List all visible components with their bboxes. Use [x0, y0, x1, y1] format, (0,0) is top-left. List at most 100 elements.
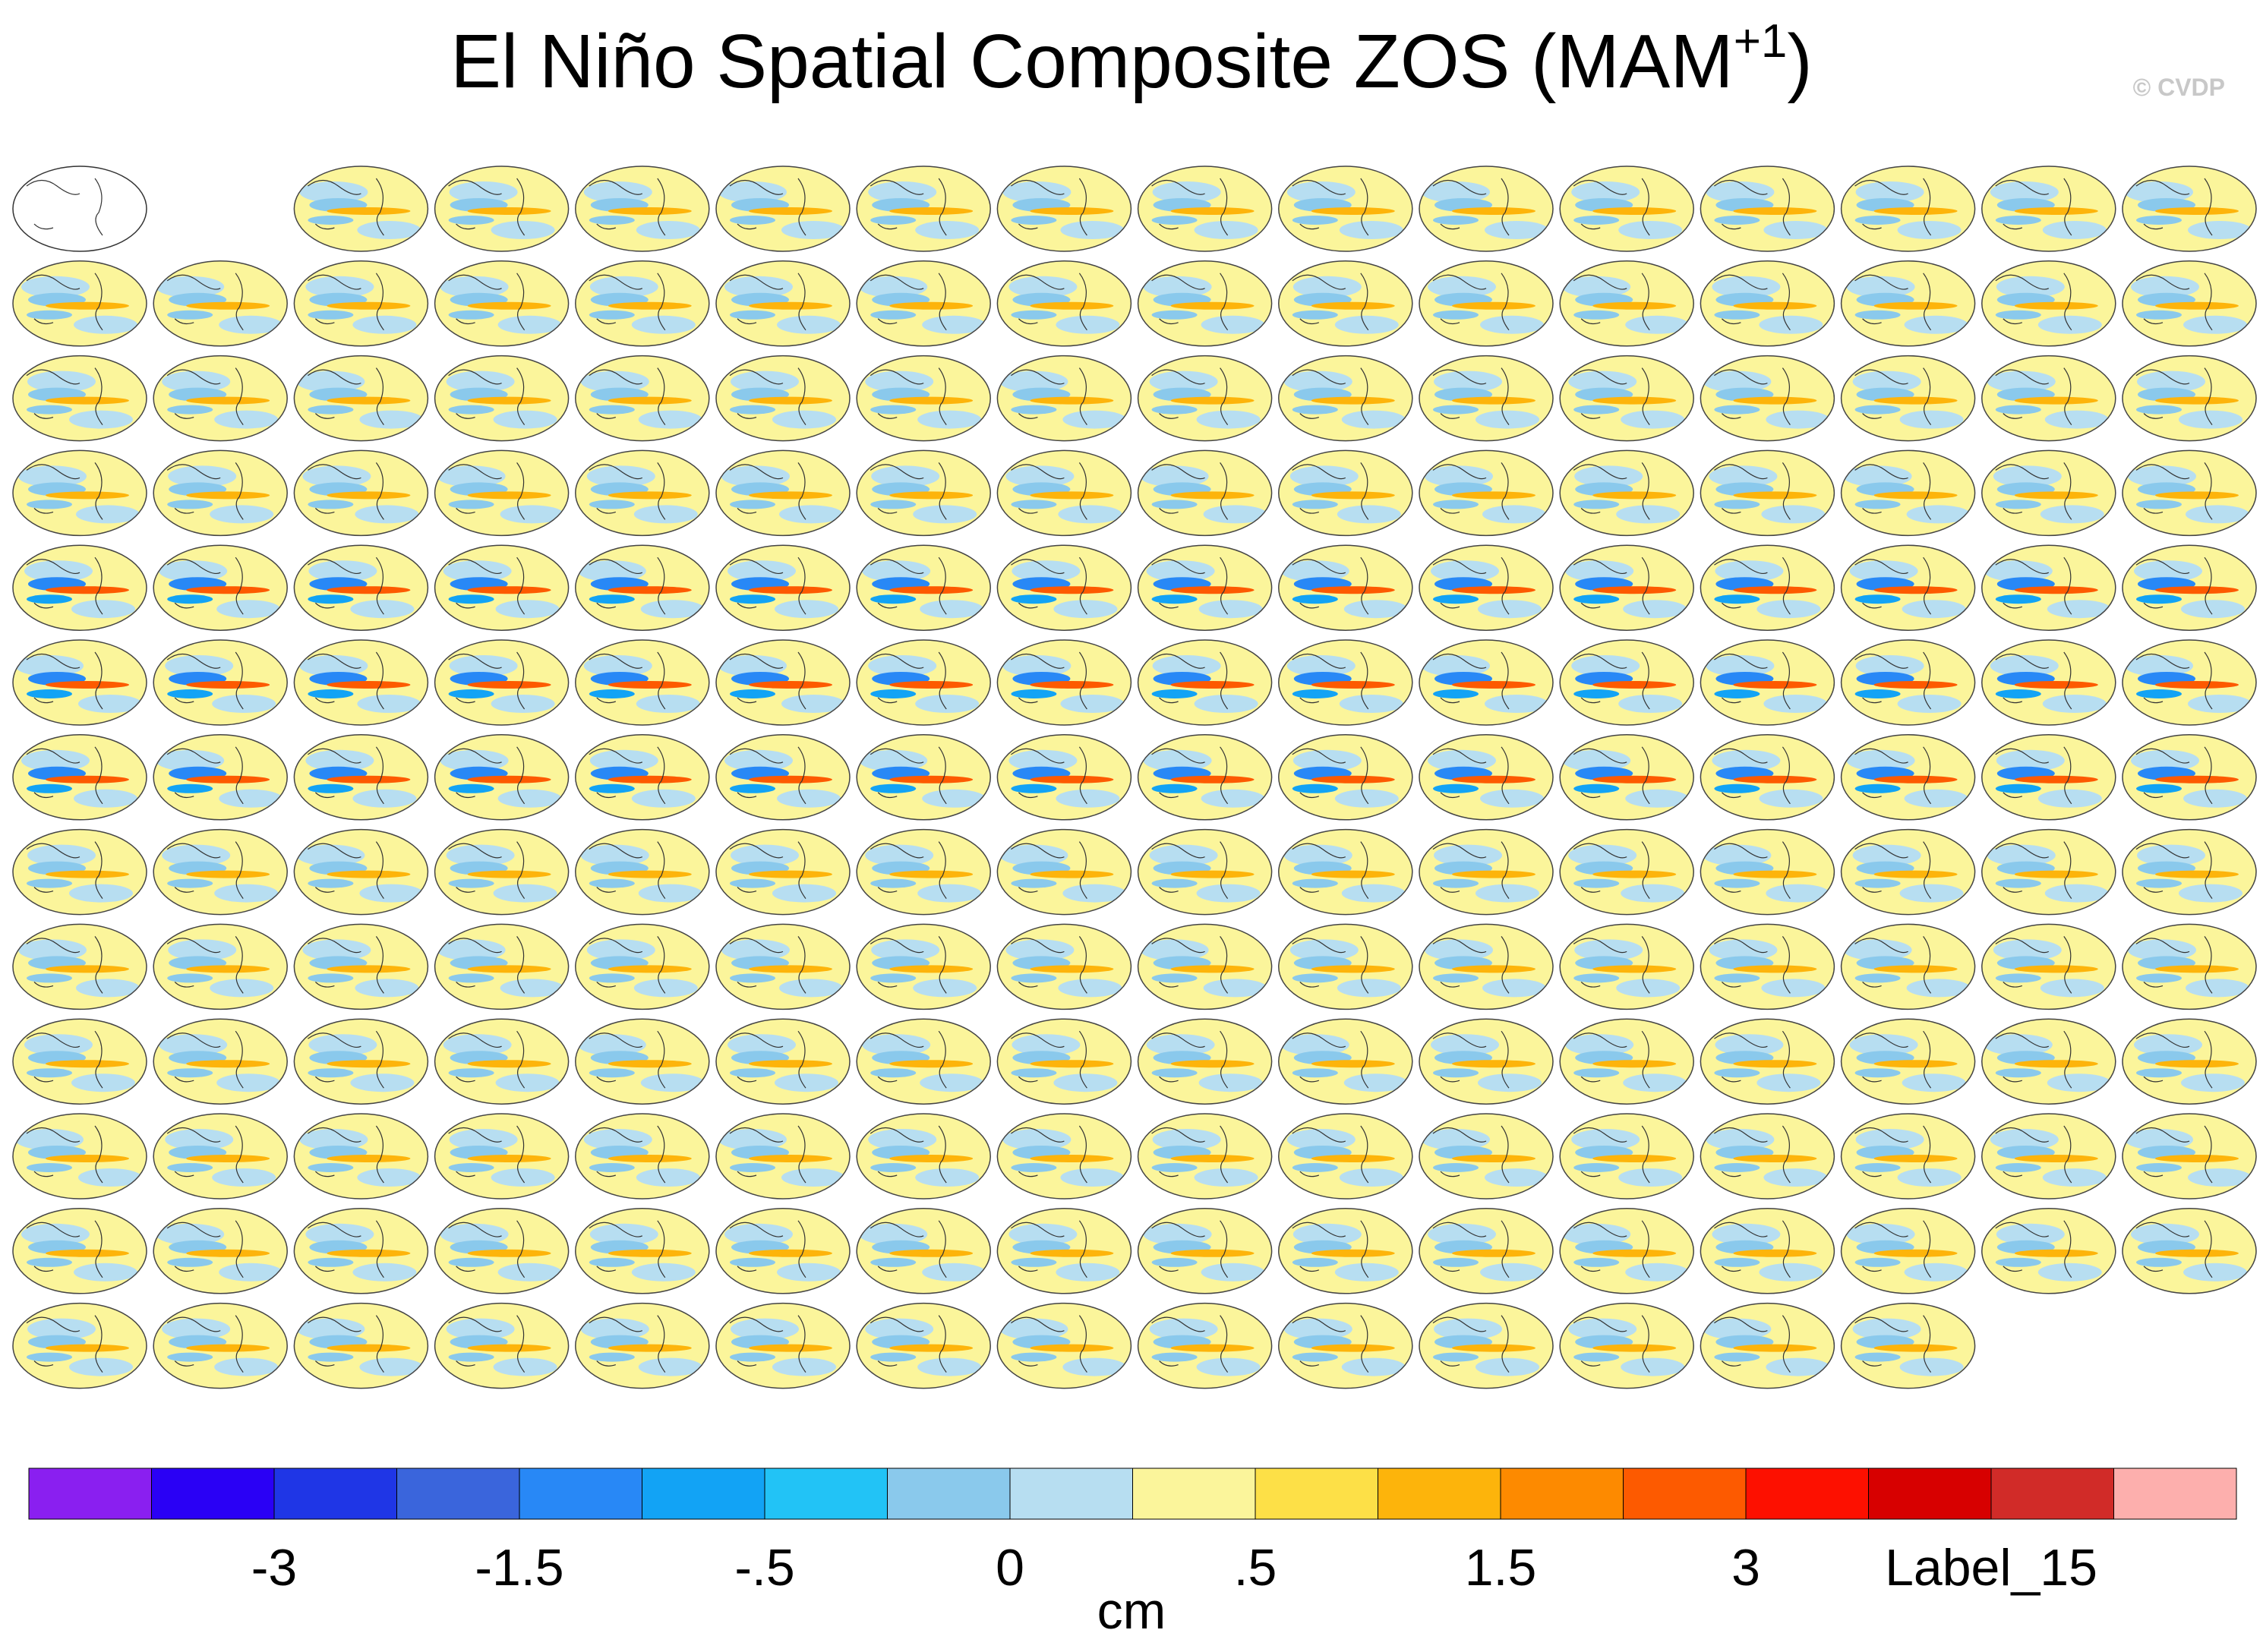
map-panel: [1559, 355, 1694, 442]
map-blob: [1452, 586, 1535, 594]
map-blob: [186, 301, 270, 310]
map-blob: [167, 1352, 213, 1362]
map-blob: [889, 965, 974, 973]
map-blob: [446, 370, 515, 393]
map-blob: [1292, 276, 1362, 298]
map-blob: [1854, 1257, 1901, 1267]
map-panel: [1137, 639, 1273, 726]
map-field: [586, 939, 698, 998]
map-blob: [1574, 939, 1643, 961]
map-field: [859, 276, 986, 334]
map-blob: [1906, 979, 1971, 998]
map-blob: [2155, 870, 2239, 878]
map-blob: [589, 405, 635, 415]
colorbar-box: [519, 1468, 642, 1520]
map-blob: [214, 410, 279, 429]
map-field: [437, 939, 564, 998]
map-blob: [870, 1352, 917, 1362]
map-coastline: [166, 556, 244, 615]
map-blob: [440, 1223, 509, 1245]
map-blob: [448, 310, 494, 320]
map-blob: [1434, 844, 1502, 866]
map-panel: [856, 449, 991, 537]
map-blob: [495, 600, 560, 619]
map-blob: [446, 844, 515, 866]
map-blob: [1995, 1257, 2041, 1267]
map-blob: [327, 1344, 411, 1352]
map-blob: [1873, 775, 1958, 783]
map-field: [1843, 939, 1971, 998]
map-coastline: [448, 1220, 526, 1278]
map-panel: [153, 923, 288, 1010]
map-blob: [1286, 655, 1356, 676]
map-panel: [293, 828, 429, 916]
map-panel: [1840, 355, 1976, 442]
map-blob: [1030, 396, 1114, 405]
map-panel: [1840, 1018, 1976, 1105]
map-coastline: [26, 367, 103, 425]
map-blob: [1480, 789, 1544, 808]
map-blob: [1846, 276, 1915, 298]
map-outline: [715, 639, 851, 726]
map-blob: [1995, 973, 2041, 983]
map-blob: [749, 775, 832, 783]
map-blob: [1334, 1263, 1399, 1282]
map-outline: [12, 923, 147, 1010]
map-blob: [608, 1344, 692, 1352]
map-blob: [46, 1249, 129, 1257]
map-outline: [856, 1208, 991, 1294]
map-coastline: [1995, 556, 2072, 615]
map-blob: [2042, 695, 2107, 713]
map-blob: [1703, 370, 1772, 393]
map-blob: [1428, 276, 1496, 298]
map-outline: [2122, 355, 2257, 442]
map-blob: [1343, 600, 1408, 619]
map-coastline: [589, 651, 666, 710]
map-outline: [1559, 260, 1694, 347]
map-blob: [1286, 1129, 1356, 1150]
map-field: [1151, 181, 1258, 239]
map-blob: [1843, 939, 1912, 961]
map-field: [440, 1223, 562, 1282]
map-outline: [715, 1208, 851, 1294]
map-blob: [2155, 1155, 2239, 1162]
map-panel: [1137, 544, 1273, 631]
colorbar-label: -.5: [734, 1539, 794, 1597]
map-blob: [308, 1352, 354, 1362]
map-panel: [1278, 1302, 1413, 1389]
map-field: [299, 1129, 421, 1187]
map-outline: [1559, 166, 1694, 252]
map-outline: [856, 734, 991, 821]
map-blob: [870, 878, 917, 888]
map-panel: [715, 166, 851, 252]
map-coastline: [26, 462, 103, 520]
map-coastline: [1011, 178, 1087, 236]
map-blob: [1996, 1223, 2065, 1245]
map-blob: [1425, 939, 1493, 961]
map-blob: [730, 1068, 775, 1078]
map-coastline: [1854, 841, 1932, 899]
map-coastline: [2135, 651, 2213, 710]
map-field: [1990, 181, 2107, 239]
map-field: [580, 1318, 702, 1376]
map-blob: [296, 1318, 365, 1340]
map-blob: [167, 500, 213, 509]
map-blob: [1854, 783, 1901, 793]
map-outline: [1981, 355, 2116, 442]
map-coastline: [1995, 841, 2072, 899]
map-blob: [1452, 1060, 1535, 1068]
map-blob: [868, 181, 937, 203]
map-panel: [1278, 1113, 1413, 1200]
map-blob: [1714, 310, 1760, 320]
map-coastline: [448, 178, 526, 236]
map-field: [24, 1034, 135, 1092]
map-outline: [293, 1208, 429, 1294]
map-outline: [12, 734, 147, 821]
map-blob: [2155, 301, 2239, 310]
map-blob: [2183, 789, 2247, 808]
map-panel: [1840, 1113, 1976, 1200]
map-panel: [1419, 260, 1554, 347]
map-blob: [1056, 315, 1120, 334]
map-blob: [638, 410, 702, 429]
map-panel: [1840, 260, 1976, 347]
